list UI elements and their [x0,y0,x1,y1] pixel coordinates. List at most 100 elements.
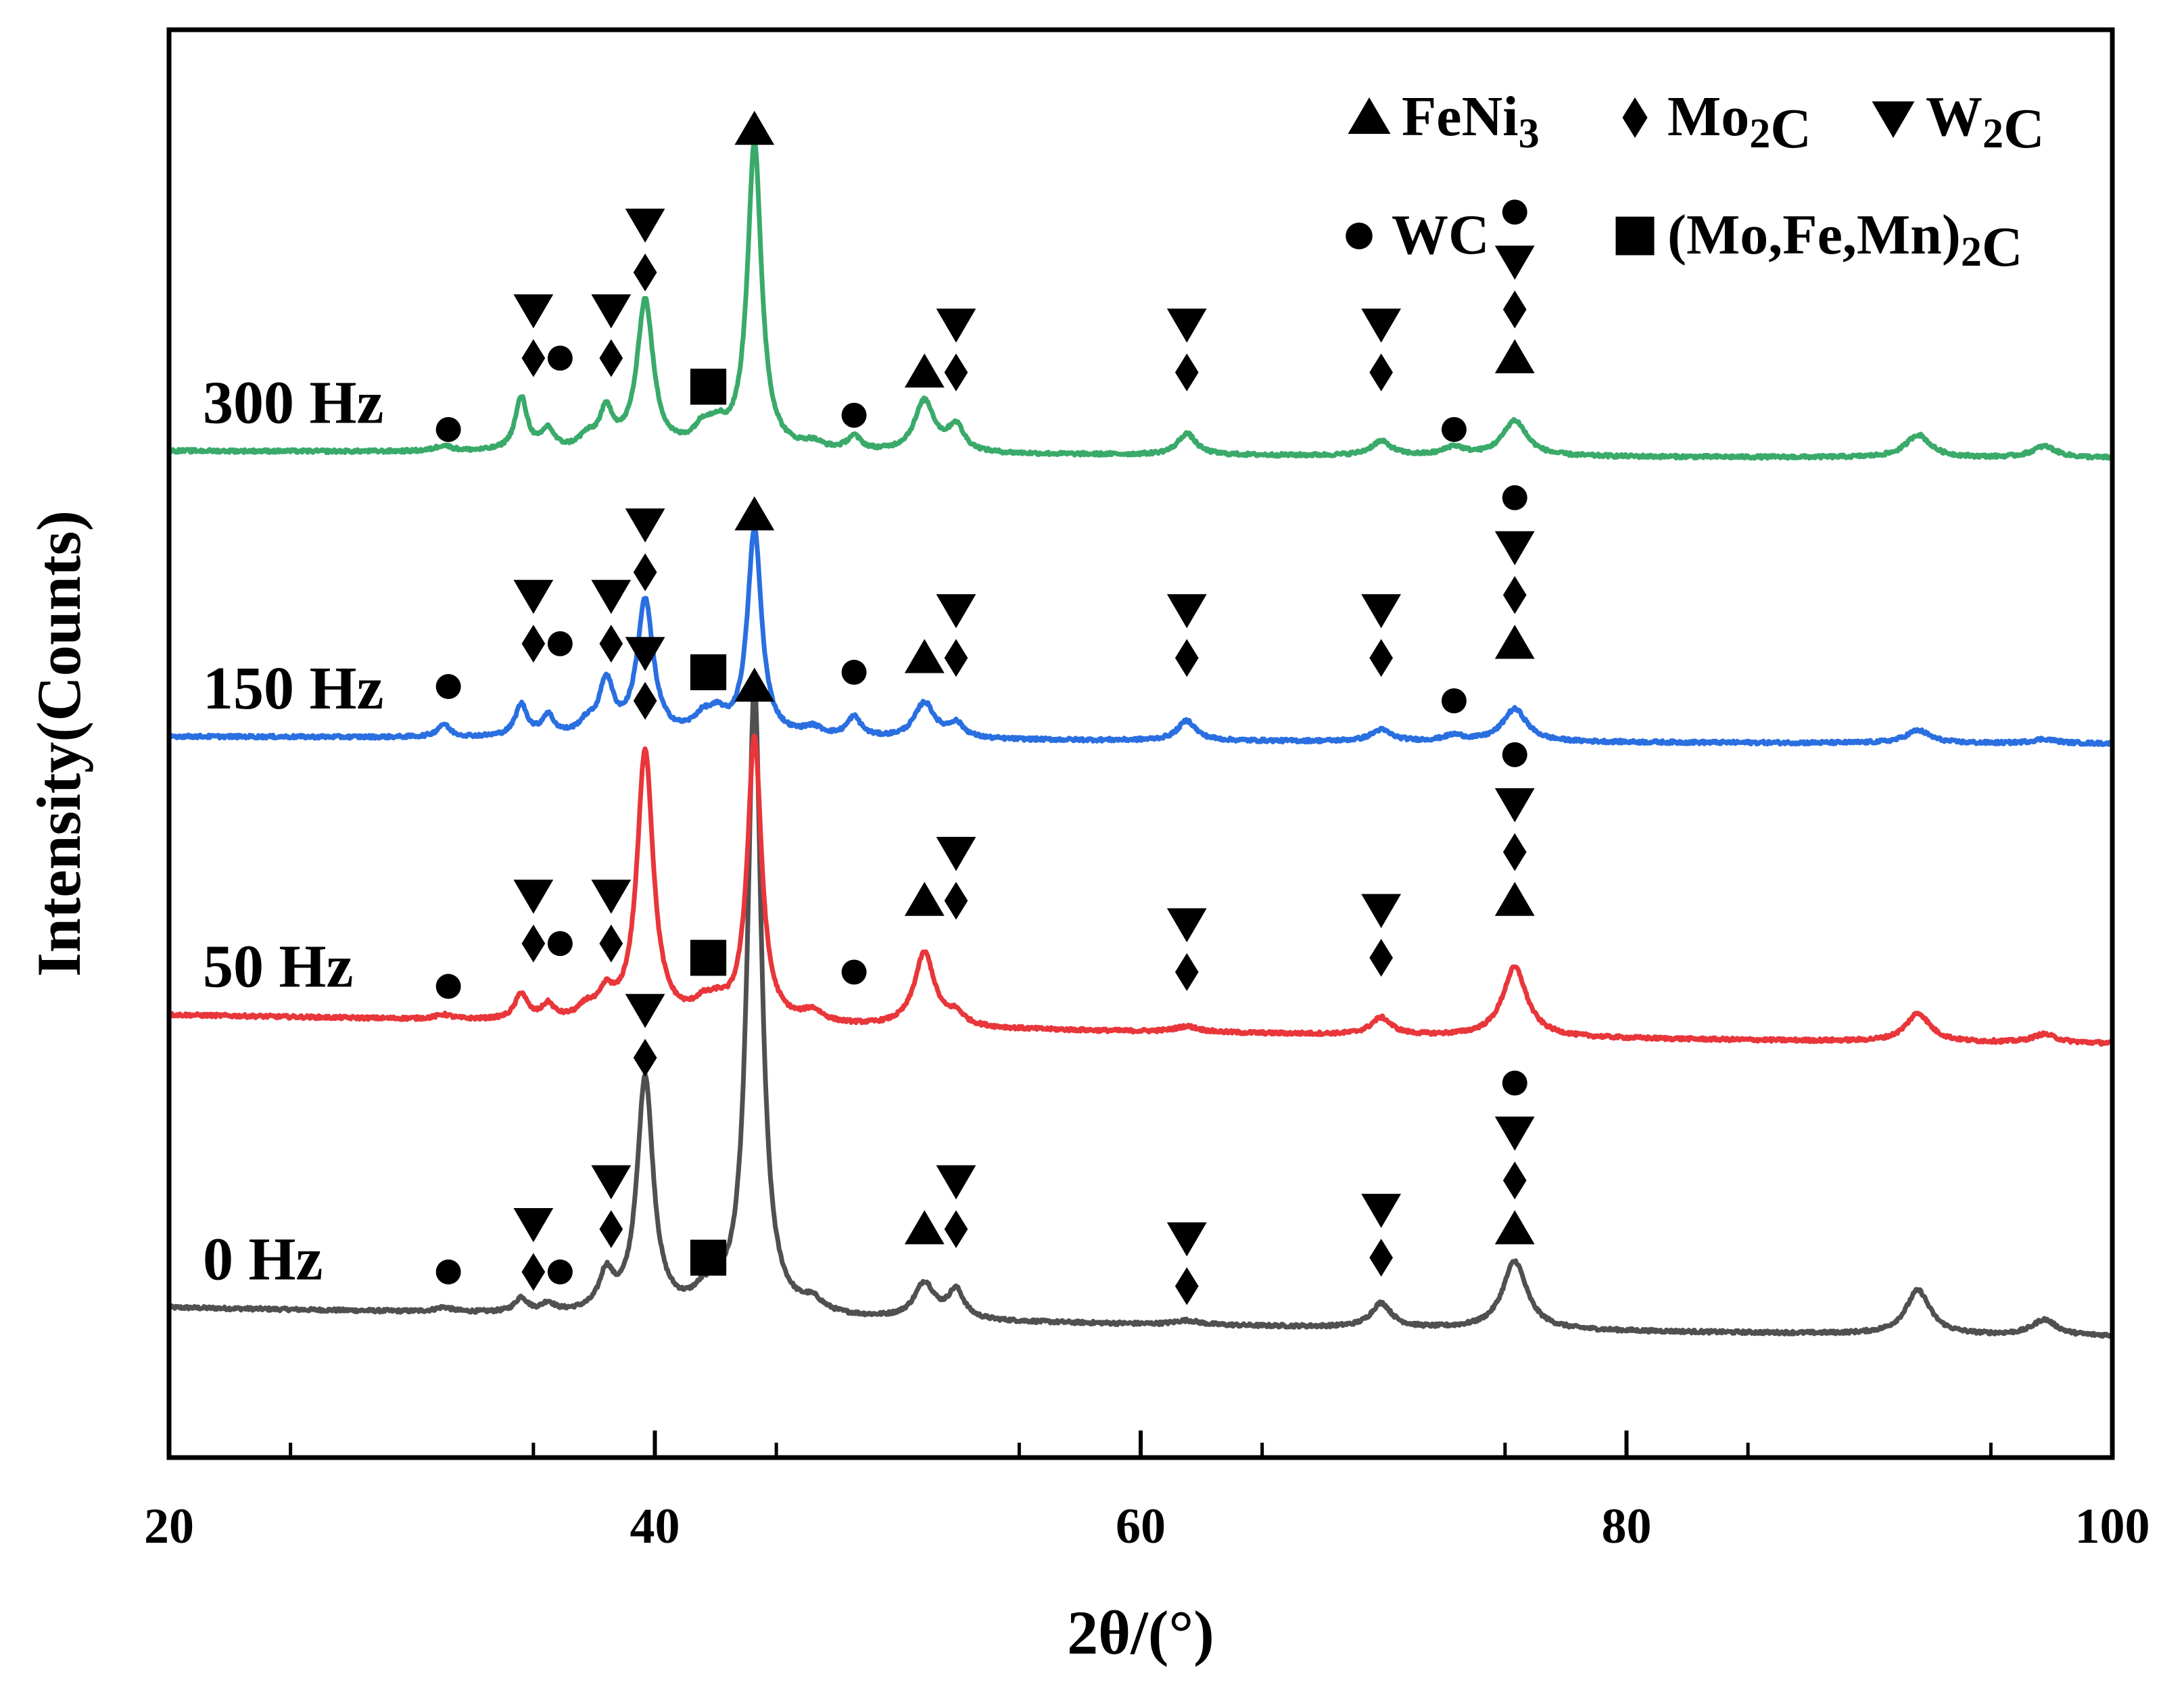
triangle-up-marker [1494,882,1535,916]
triangle-down-marker [1166,1222,1207,1257]
circle-marker [547,345,573,371]
diamond-marker [1174,953,1199,991]
x-tick-label: 20 [144,1499,194,1554]
triangle-up-marker [904,882,945,916]
triangle-down-marker [1872,101,1915,138]
legend-label: WC [1392,203,1490,266]
triangle-up-marker [734,110,775,145]
diamond-marker [599,1210,623,1249]
triangle-down-marker [625,994,665,1028]
x-tick-label: 80 [1602,1499,1652,1554]
x-axis-ticks: 20 40 60 80 100 [144,1431,2150,1554]
circle-marker [841,959,867,985]
square-marker [690,654,727,690]
triangle-down-marker [625,637,665,671]
triangle-down-marker [625,508,665,543]
diamond-marker [521,339,546,377]
diamond-marker [521,924,546,963]
triangle-up-marker [904,639,945,673]
triangle-up-marker [734,667,775,702]
series-line [167,686,2114,1339]
diamond-marker [599,924,623,963]
triangle-up-marker [904,1210,945,1245]
marker-layer [435,110,1535,1305]
circle-marker [1441,688,1467,714]
circle-marker [1502,742,1527,767]
diamond-marker [633,1038,657,1077]
circle-marker [435,416,461,442]
series-label: 50 Hz [203,934,353,1001]
triangle-down-marker [513,579,554,615]
circle-marker [1502,1070,1527,1096]
triangle-down-marker [1166,594,1207,629]
diamond-marker [1502,576,1527,615]
diamond-marker [1369,353,1394,391]
square-marker [690,940,727,976]
circle-marker [547,1259,573,1284]
triangle-down-marker [1494,1116,1535,1151]
triangle-down-marker [513,880,554,914]
triangle-down-marker [591,294,632,329]
square-marker [1615,216,1655,256]
triangle-down-marker [936,1165,976,1200]
triangle-down-marker [1166,908,1207,942]
diamond-marker [1502,290,1527,329]
diamond-marker [633,681,657,720]
diamond-marker [599,339,623,377]
diamond-marker [1369,639,1394,677]
x-tick-label: 40 [630,1499,680,1554]
circle-marker [1502,199,1527,225]
triangle-down-marker [1361,1193,1402,1228]
triangle-up-marker [734,496,775,531]
circle-marker [435,674,461,699]
triangle-down-marker [936,594,976,629]
circle-marker [435,1259,461,1284]
circle-marker [547,931,573,957]
square-marker [690,1239,727,1276]
diamond-marker [633,254,657,292]
diamond-marker [1502,833,1527,871]
triangle-up-marker [1494,1210,1535,1245]
diamond-marker [521,625,546,663]
triangle-down-marker [591,579,632,615]
diamond-marker [1502,1161,1527,1200]
series-label: 300 Hz [203,369,383,436]
diamond-marker [599,625,623,663]
triangle-down-marker [1361,894,1402,928]
circle-marker [841,402,867,428]
legend-label: W2C [1926,85,2045,160]
series-line [167,139,2114,461]
series-label: 150 Hz [203,655,383,722]
diamond-marker [1174,353,1199,391]
x-tick-label: 60 [1116,1499,1166,1554]
circle-marker [547,631,573,656]
diamond-marker [633,553,657,592]
series-label: 0 Hz [203,1226,323,1293]
circle-marker [435,974,461,999]
circle-marker [1502,485,1527,510]
x-axis-label: 2θ/(°) [1067,1598,1214,1667]
series-layer [167,139,2114,1339]
diamond-marker [1174,1267,1199,1305]
triangle-up-marker [1348,97,1391,134]
triangle-down-marker [1361,594,1402,629]
legend-label: (Mo,Fe,Mn)2C [1667,203,2023,279]
triangle-down-marker [1494,245,1535,280]
circle-marker [1441,416,1467,442]
diamond-marker [1174,639,1199,677]
diamond-marker [944,1210,968,1249]
y-axis-label: Intensity(Counts) [24,510,93,977]
diamond-marker [1369,1239,1394,1277]
triangle-down-marker [591,1165,632,1200]
triangle-down-marker [513,294,554,329]
legend: FeNi3 Mo2C W2C WC (Mo,Fe,Mn)2C [1346,85,2045,279]
triangle-down-marker [1166,308,1207,343]
triangle-down-marker [1494,531,1535,566]
diamond-marker [1622,97,1648,138]
triangle-down-marker [1494,788,1535,823]
diamond-marker [944,639,968,677]
series-line [167,525,2114,748]
square-marker [690,368,727,405]
diamond-marker [521,1253,546,1291]
